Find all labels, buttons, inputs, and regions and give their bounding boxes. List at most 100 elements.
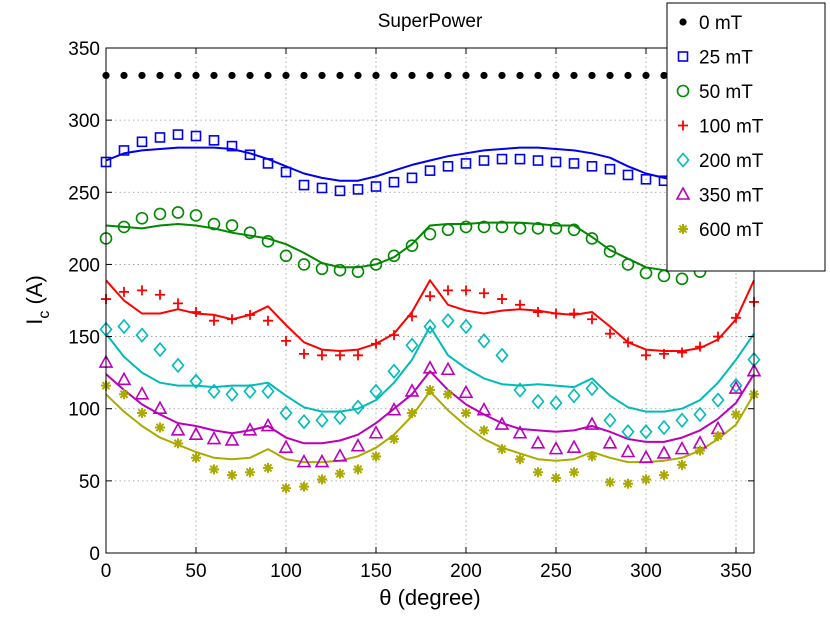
plot-frame xyxy=(105,47,755,554)
chart-title: SuperPower xyxy=(378,11,483,32)
data-point-50-mt xyxy=(549,222,563,235)
data-point-0-mt xyxy=(516,71,524,80)
data-point-25-mt xyxy=(496,153,508,165)
data-point-0-mt xyxy=(264,71,272,80)
data-point-200-mt xyxy=(207,383,221,400)
data-point-350-mt xyxy=(116,371,132,386)
legend-marker-0-mt xyxy=(679,18,687,26)
data-point-350-mt xyxy=(152,400,168,415)
data-point-350-mt xyxy=(296,453,312,468)
data-point-600-mt xyxy=(155,422,165,433)
data-point-200-mt xyxy=(297,413,311,430)
data-point-200-mt xyxy=(387,363,401,379)
y-axis-label-unit: (A) xyxy=(22,275,47,310)
data-point-100-mt xyxy=(137,285,147,296)
data-point-0-mt xyxy=(480,71,488,80)
data-point-100-mt xyxy=(389,330,399,341)
data-point-600-mt xyxy=(335,468,345,479)
fit-line-100-mt xyxy=(105,279,755,352)
data-point-100-mt xyxy=(677,347,687,358)
y-tick-label: 300 xyxy=(68,111,100,132)
data-point-0-mt xyxy=(336,71,344,80)
y-tick-label: 250 xyxy=(68,183,100,204)
data-point-25-mt xyxy=(568,158,580,169)
data-point-600-mt xyxy=(425,384,435,395)
data-point-50-mt xyxy=(621,258,635,271)
data-point-350-mt xyxy=(494,416,510,430)
data-point-50-mt xyxy=(531,222,545,235)
data-point-50-mt xyxy=(603,245,617,258)
data-point-350-mt xyxy=(566,439,582,453)
data-point-25-mt xyxy=(136,136,148,148)
data-point-25-mt xyxy=(118,145,130,156)
data-point-100-mt xyxy=(731,312,741,323)
data-point-350-mt xyxy=(206,430,222,445)
data-point-25-mt xyxy=(208,135,220,146)
data-point-50-mt xyxy=(243,226,257,239)
data-point-600-mt xyxy=(623,478,633,489)
data-point-0-mt xyxy=(372,71,380,80)
data-point-100-mt xyxy=(479,288,489,299)
data-point-25-mt xyxy=(424,165,436,176)
data-point-0-mt xyxy=(318,71,326,80)
data-point-600-mt xyxy=(461,408,471,419)
legend-label-600-mt: 600 mT xyxy=(699,220,764,241)
data-point-0-mt xyxy=(120,71,128,80)
data-point-600-mt xyxy=(299,481,309,492)
data-point-25-mt xyxy=(550,156,562,168)
data-point-350-mt xyxy=(476,401,492,416)
data-point-100-mt xyxy=(641,350,651,361)
data-point-100-mt xyxy=(173,298,183,309)
data-point-25-mt xyxy=(190,130,202,142)
data-point-50-mt xyxy=(171,206,185,219)
data-point-0-mt xyxy=(408,71,416,80)
legend-marker-200-mt xyxy=(676,152,690,168)
x-axis-label: θ (degree) xyxy=(379,585,481,610)
data-point-50-mt xyxy=(279,249,293,263)
data-point-350-mt xyxy=(548,440,564,455)
data-point-25-mt xyxy=(226,140,238,152)
data-point-350-mt xyxy=(314,453,330,468)
data-point-25-mt xyxy=(334,185,346,197)
data-point-200-mt xyxy=(423,318,437,335)
data-point-200-mt xyxy=(567,387,581,404)
legend-label-100-mt: 100 mT xyxy=(699,117,764,138)
data-point-0-mt xyxy=(228,71,236,80)
data-point-600-mt xyxy=(659,470,669,481)
x-tick-label: 350 xyxy=(720,561,752,582)
x-axis-ticks: 0 50 100 150 200 250 300 350 xyxy=(101,48,752,582)
data-point-200-mt xyxy=(279,405,293,421)
data-point-100-mt xyxy=(317,350,327,361)
legend-label-0-mt: 0 mT xyxy=(699,13,743,34)
legend-marker-350-mt xyxy=(675,186,691,200)
data-point-25-mt xyxy=(154,132,166,143)
data-point-350-mt xyxy=(386,401,402,416)
data-point-600-mt xyxy=(317,474,327,485)
data-point-100-mt xyxy=(281,335,291,346)
data-point-600-mt xyxy=(551,472,561,483)
data-point-50-mt xyxy=(639,266,653,280)
data-point-100-mt xyxy=(227,314,237,325)
fit-line-25-mt xyxy=(105,146,755,182)
fit-line-200-mt xyxy=(105,325,755,413)
data-point-350-mt xyxy=(134,386,150,400)
data-point-50-mt xyxy=(297,258,311,271)
data-point-100-mt xyxy=(533,307,543,318)
data-point-350-mt xyxy=(278,439,294,453)
data-point-350-mt xyxy=(350,438,366,452)
data-point-50-mt xyxy=(117,220,131,234)
data-point-200-mt xyxy=(585,380,599,397)
data-point-100-mt xyxy=(461,285,471,296)
data-point-25-mt xyxy=(586,161,598,172)
data-point-25-mt xyxy=(388,176,400,188)
data-point-100-mt xyxy=(551,308,561,319)
x-tick-label: 200 xyxy=(450,561,482,582)
y-tick-label: 150 xyxy=(68,328,100,349)
data-point-50-mt xyxy=(405,239,419,252)
data-point-100-mt xyxy=(335,350,345,361)
data-point-0-mt xyxy=(246,71,254,80)
data-point-350-mt xyxy=(458,384,474,399)
data-point-0-mt xyxy=(300,71,308,80)
data-point-50-mt xyxy=(675,272,689,286)
data-point-25-mt xyxy=(352,184,364,195)
